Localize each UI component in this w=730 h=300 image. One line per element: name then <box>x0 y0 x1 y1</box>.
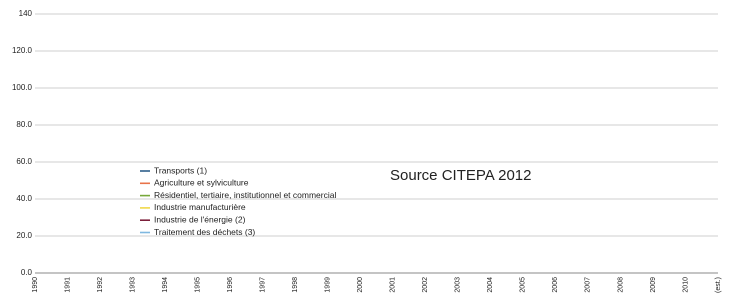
legend-label: Agriculture et sylviculture <box>154 178 249 188</box>
x-tick-label: 2006 <box>552 277 559 293</box>
y-tick-label: 140 <box>19 9 33 18</box>
y-tick-label: 40.0 <box>16 194 32 203</box>
legend-label: Traitement des déchets (3) <box>154 227 255 237</box>
x-tick-label: 1992 <box>97 277 104 293</box>
x-tick-label: 1995 <box>194 277 201 293</box>
x-tick-label: 2010 <box>682 277 689 293</box>
x-tick-label: 2008 <box>617 277 624 293</box>
x-tick-label: 2003 <box>455 277 462 293</box>
x-tick-label: 1998 <box>292 277 299 293</box>
x-tick-label: 1999 <box>325 277 332 293</box>
x-tick-label: 2001 <box>390 277 397 293</box>
x-tick-label: 2002 <box>422 277 429 293</box>
y-tick-label: 80.0 <box>16 120 32 129</box>
legend-label: Industrie manufacturière <box>154 202 246 212</box>
x-tick-label: 1993 <box>129 277 136 293</box>
x-tick-label: 1996 <box>227 277 234 293</box>
x-tick-label: 2009 <box>650 277 657 293</box>
x-tick-label: 1990 <box>32 277 39 293</box>
legend-label: Industrie de l'énergie (2) <box>154 214 246 224</box>
y-tick-label: 100.0 <box>12 83 33 92</box>
x-tick-label: 2000 <box>357 277 364 293</box>
x-tick-label: 1997 <box>260 277 267 293</box>
x-tick-label: 2005 <box>520 277 527 293</box>
x-tick-label: (est.) <box>715 277 722 293</box>
legend-label: Résidentiel, tertiaire, institutionnel e… <box>154 190 336 200</box>
y-tick-label: 60.0 <box>16 157 32 166</box>
x-tick-label: 2004 <box>487 277 494 293</box>
x-tick-label: 2007 <box>585 277 592 293</box>
y-tick-label: 0.0 <box>21 268 33 277</box>
y-tick-label: 120.0 <box>12 46 33 55</box>
annotation: Source CITEPA 2012 <box>390 167 531 184</box>
legend-label: Transports (1) <box>154 165 207 175</box>
x-tick-label: 1991 <box>64 277 71 293</box>
y-tick-label: 20.0 <box>16 231 32 240</box>
x-tick-label: 1994 <box>162 277 169 293</box>
